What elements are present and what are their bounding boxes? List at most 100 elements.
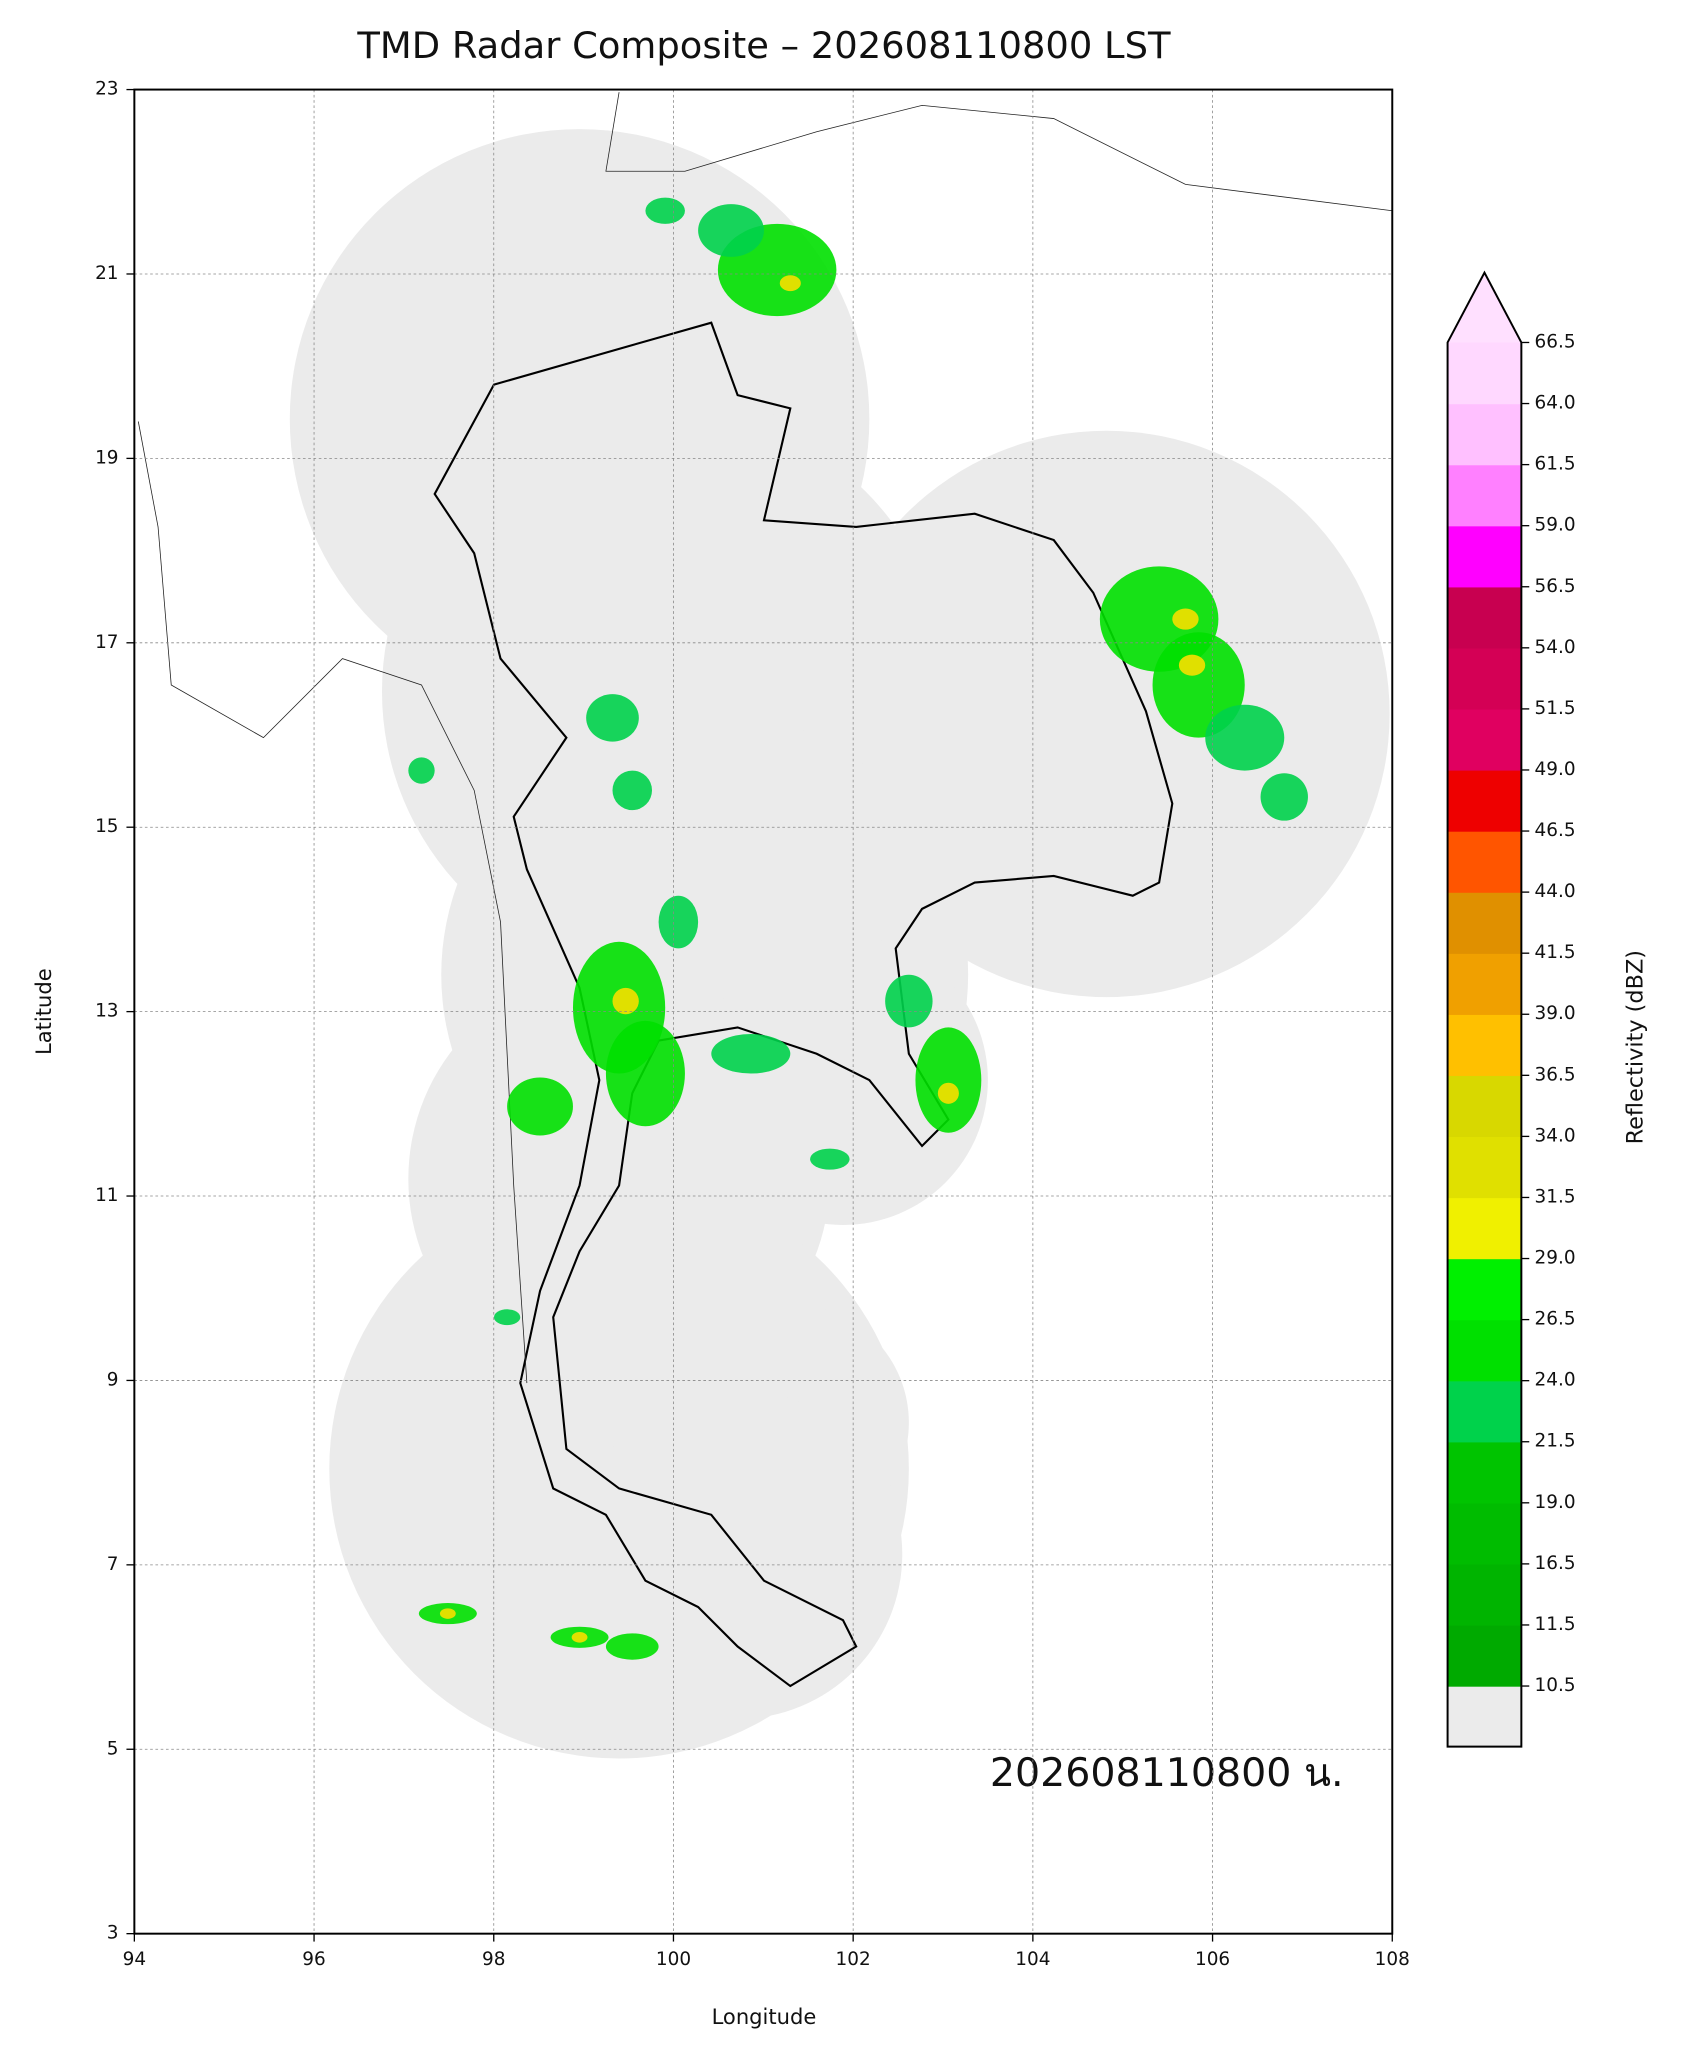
colorbar-segment [1447,708,1522,771]
y-tick-label: 23 [95,79,118,100]
y-axis-label: Latitude [31,968,56,1055]
colorbar-segment [1447,464,1522,527]
echo [605,1633,659,1660]
colorbar-tick-label: 64.0 [1535,393,1576,414]
colorbar-tick-label: 56.5 [1535,576,1576,597]
colorbar-segment [1447,1075,1522,1138]
colorbar-segment [1447,953,1522,1015]
y-tick-label: 5 [107,1738,119,1759]
colorbar-segment [1447,1563,1522,1626]
echo [658,895,699,949]
colorbar-tick-label: 39.0 [1535,1003,1576,1024]
colorbar-tick-label: 11.5 [1535,1614,1576,1635]
chart-title: TMD Radar Composite – 202608110800 LST [356,24,1171,67]
echo-core [1178,654,1206,676]
colorbar-tick-label: 49.0 [1535,759,1576,780]
echo-core [1172,608,1199,630]
country-border [433,321,1174,1688]
y-tick-label: 11 [95,1185,118,1206]
echo [408,757,435,784]
echo-core [571,1632,588,1643]
colorbar-over [1447,272,1522,343]
colorbar-tick-label: 26.5 [1535,1309,1576,1330]
x-tick-label: 102 [836,1949,871,1970]
plot-frame [133,88,1394,1935]
y-tick-label: 17 [95,632,118,653]
border-north [605,92,1393,212]
colorbar-segment [1447,1502,1522,1565]
colorbar-segment [1447,1319,1522,1382]
colorbar-segment [1447,1014,1522,1076]
echo [698,204,764,257]
x-tick-label: 96 [302,1949,325,1970]
echo [711,1034,791,1074]
colorbar-segment [1447,1441,1522,1504]
echo-core [612,987,639,1015]
map-layer [137,92,1393,1759]
colorbar-tick-label: 21.5 [1535,1431,1576,1452]
colorbar-segment [1447,342,1522,405]
x-tick-label: 94 [123,1949,146,1970]
echo [915,1027,982,1133]
echo [810,1148,850,1170]
colorbar-segment [1447,1136,1522,1199]
y-tick-label: 9 [107,1369,119,1390]
colorbar-tick-label: 16.5 [1535,1553,1576,1574]
echo [645,197,685,224]
colorbar-tick-label: 41.5 [1535,942,1576,963]
colorbar-tick-label: 66.5 [1535,331,1576,352]
x-tick-label: 100 [656,1949,691,1970]
colorbar-tick-label: 29.0 [1535,1248,1576,1269]
colorbar-segment [1447,831,1522,893]
echo-core [439,1608,456,1619]
x-tick-label: 98 [482,1949,505,1970]
coastline [137,421,528,1384]
map-content [137,92,1393,1759]
echo [493,1309,521,1326]
x-tick-label: 104 [1015,1949,1050,1970]
y-tick-label: 19 [95,447,118,468]
colorbar-tick-label: 24.0 [1535,1370,1576,1391]
radar-coverage [823,430,1390,998]
colorbar-segment [1447,769,1522,832]
colorbar-tick-label: 54.0 [1535,637,1576,658]
colorbar-tick-label: 31.5 [1535,1186,1576,1207]
colorbar-label: Reflectivity (dBZ) [1622,950,1648,1144]
colorbar-segment [1447,403,1522,466]
colorbar-segment [1447,1624,1522,1687]
echo [586,694,639,742]
colorbar-tick-label: 34.0 [1535,1125,1576,1146]
colorbar-segment [1447,892,1522,954]
echo-core [937,1082,959,1104]
colorbar-tick-label: 36.5 [1535,1064,1576,1085]
colorbar-segment [1447,586,1522,649]
colorbar-under [1447,1686,1522,1747]
annotation: 202608110800 น. [990,1750,1344,1796]
colorbar-tick-label: 46.5 [1535,820,1576,841]
x-tick-label: 108 [1375,1949,1410,1970]
colorbar-segment [1447,647,1522,710]
radar-coverage [572,1389,903,1719]
colorbar-segment [1447,1197,1522,1260]
colorbar-tick-label: 19.0 [1535,1492,1576,1513]
echo [885,974,933,1028]
y-tick-label: 21 [95,263,118,284]
colorbar-tick-label: 44.0 [1535,881,1576,902]
echo [1260,773,1308,821]
colorbar-tick-label: 59.0 [1535,515,1576,536]
colorbar-segment [1447,1380,1522,1443]
echo-core [779,275,801,292]
y-tick-label: 15 [95,816,118,837]
echo [605,1020,685,1127]
colorbar-tick-label: 61.5 [1535,454,1576,475]
y-tick-label: 3 [107,1923,119,1944]
colorbar-segment [1447,1258,1522,1321]
colorbar-tick-label: 51.5 [1535,698,1576,719]
x-tick-label: 106 [1195,1949,1230,1970]
colorbar-frame [1446,270,1523,1748]
colorbar-tick-label: 10.5 [1535,1675,1576,1696]
echo [1205,704,1285,771]
echo [612,770,653,811]
